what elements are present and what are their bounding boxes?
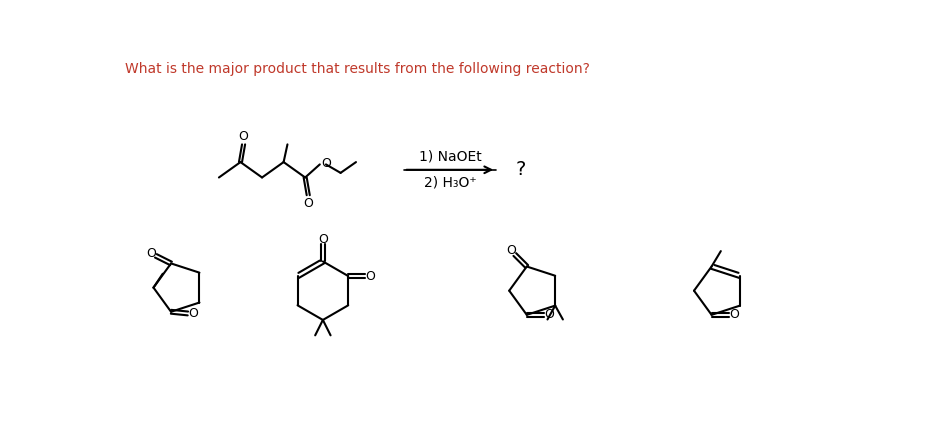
Text: ?: ? (515, 160, 526, 179)
Text: 1) NaOEt: 1) NaOEt (418, 149, 481, 164)
Text: What is the major product that results from the following reaction?: What is the major product that results f… (125, 62, 590, 76)
Text: O: O (303, 197, 313, 210)
Text: O: O (729, 308, 739, 322)
Text: O: O (239, 130, 249, 143)
Text: O: O (188, 307, 199, 321)
Text: O: O (506, 244, 516, 257)
Text: O: O (322, 157, 331, 170)
Text: O: O (318, 233, 328, 246)
Text: O: O (146, 247, 156, 260)
Text: O: O (365, 269, 376, 283)
Text: O: O (544, 308, 554, 322)
Text: 2) H₃O⁺: 2) H₃O⁺ (424, 176, 476, 190)
